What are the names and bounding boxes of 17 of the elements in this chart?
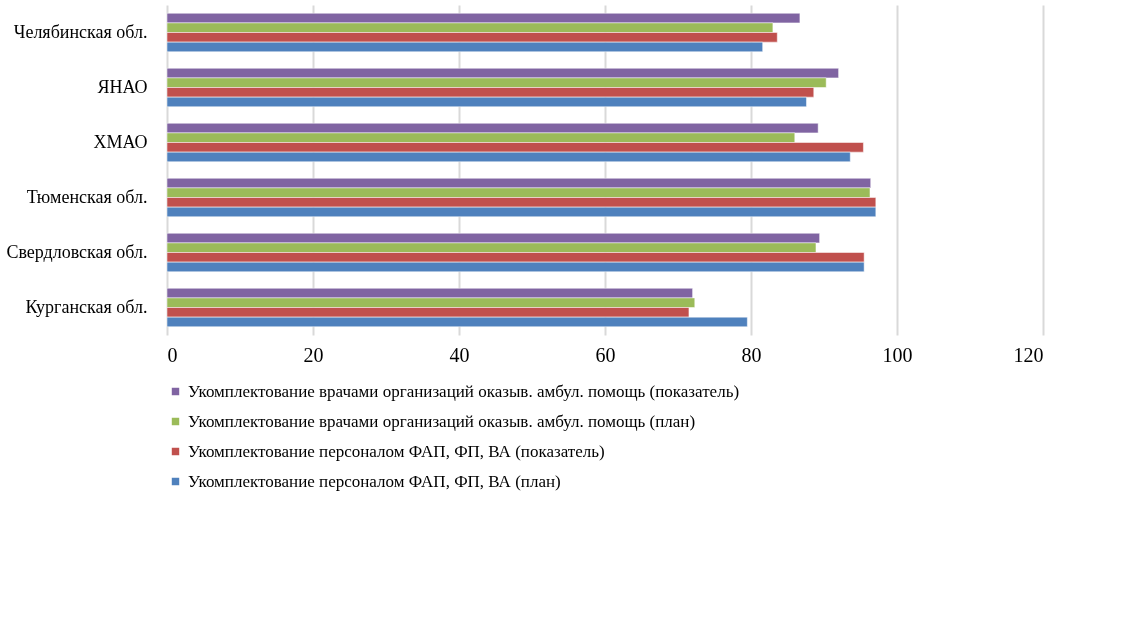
x-tick-label: 0: [167, 343, 178, 366]
y-tick-label: Тюменская обл.: [26, 186, 148, 207]
x-tick-label: 20: [303, 343, 324, 366]
x-tick-label: 120: [1013, 343, 1044, 366]
y-tick-label: Свердловская обл.: [6, 241, 148, 262]
x-tick-label: 100: [882, 343, 913, 366]
legend-label: Укомплектование персоналом ФАП, ФП, ВА (план): [188, 471, 561, 491]
legend-label: Укомплектование врачами организаций оказыв. амбул. помощь (показатель): [188, 381, 740, 401]
y-tick-label: ЯНАО: [97, 76, 148, 97]
y-tick-label: ХМАО: [93, 131, 148, 152]
x-tick-label: 40: [449, 343, 470, 366]
legend-label: Укомплектование персоналом ФАП, ФП, ВА (показатель): [188, 441, 605, 461]
y-tick-label: Челябинская обл.: [13, 21, 148, 42]
x-tick-label: 80: [741, 343, 762, 366]
legend-label: Укомплектование врачами организаций оказыв. амбул. помощь (план): [188, 411, 696, 431]
y-tick-label: Курганская обл.: [25, 296, 148, 317]
x-tick-label: 60: [595, 343, 616, 366]
